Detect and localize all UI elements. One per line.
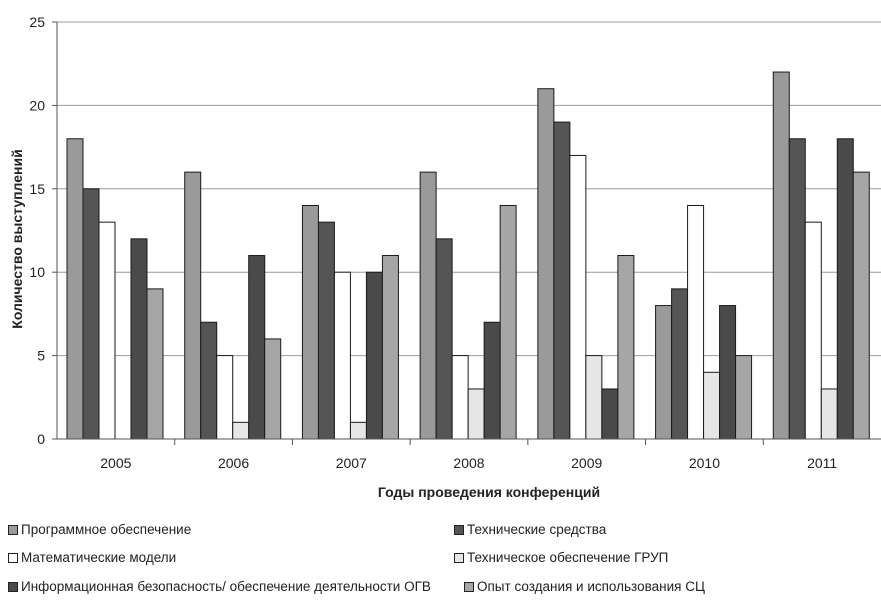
y-tick-label: 5 <box>37 348 45 364</box>
bar-техническое-обеспечение-груп-2011 <box>820 388 838 440</box>
bar-опыт-создания-и-использования-сц-2007 <box>381 255 399 440</box>
x-tick-label: 2007 <box>336 455 367 471</box>
bar-математические-модели-2010 <box>687 204 705 440</box>
bar-опыт-создания-и-использования-сц-2006 <box>264 338 282 440</box>
y-tick-label: 20 <box>29 97 45 113</box>
bar-информационная-безопасность/-обеспечение-деятельности-огв-2009 <box>601 388 619 440</box>
x-tick-label: 2010 <box>689 455 720 471</box>
bar-математические-модели-2005 <box>98 221 116 440</box>
bar-техническое-обеспечение-груп-2009 <box>585 355 603 440</box>
bar-программное-обеспечение-2007 <box>301 204 319 440</box>
legend-item: Технические средства <box>454 522 606 537</box>
bar-техническое-обеспечение-груп-2006 <box>232 421 250 440</box>
bar-программное-обеспечение-2011 <box>772 71 790 440</box>
axes <box>52 21 881 445</box>
bar-group <box>66 71 870 440</box>
bar-информационная-безопасность/-обеспечение-деятельности-огв-2005 <box>130 238 148 440</box>
legend-swatch <box>464 581 474 592</box>
bar-программное-обеспечение-2006 <box>184 171 202 440</box>
bar-программное-обеспечение-2008 <box>419 171 437 440</box>
bar-информационная-безопасность/-обеспечение-деятельности-огв-2006 <box>248 255 266 440</box>
legend-swatch <box>8 552 18 563</box>
bar-технические-средства-2007 <box>317 221 335 440</box>
bar-математические-модели-2011 <box>804 221 822 440</box>
bar-программное-обеспечение-2009 <box>537 88 555 440</box>
bar-программное-обеспечение-2005 <box>66 138 84 440</box>
legend-label: Математические модели <box>21 550 177 565</box>
y-tick-label: 15 <box>29 181 45 197</box>
x-tick-label: 2009 <box>571 455 602 471</box>
bar-математические-модели-2007 <box>333 271 351 440</box>
bar-математические-модели-2009 <box>569 154 587 440</box>
y-tick-label: 0 <box>37 431 45 447</box>
legend-item: Информационная безопасность/ обеспечение… <box>8 579 431 594</box>
legend-item: Техническое обеспечение ГРУП <box>454 550 668 565</box>
legend-swatch <box>8 581 18 592</box>
legend-item: Математические модели <box>8 550 176 565</box>
bar-технические-средства-2010 <box>671 288 689 440</box>
bar-опыт-создания-и-использования-сц-2011 <box>852 171 870 440</box>
bar-математические-модели-2006 <box>216 355 234 440</box>
bar-техническое-обеспечение-груп-2007 <box>349 421 367 440</box>
legend-label: Техническое обеспечение ГРУП <box>467 550 669 565</box>
bar-опыт-создания-и-использования-сц-2005 <box>146 288 164 440</box>
bar-техническое-обеспечение-груп-2010 <box>703 371 721 440</box>
bar-математические-модели-2008 <box>451 355 469 440</box>
legend-swatch <box>8 524 18 535</box>
bar-опыт-создания-и-использования-сц-2009 <box>617 255 635 440</box>
y-axis-title: Количество выступлений <box>9 149 25 328</box>
x-tick-labels: 2005 2006 2007 2008 2009 2010 2011 <box>100 455 837 471</box>
bar-опыт-создания-и-использования-сц-2010 <box>735 355 753 440</box>
legend-label: Опыт создания и использования СЦ <box>477 579 705 594</box>
bar-технические-средства-2011 <box>788 138 806 440</box>
legend-label: Технические средства <box>467 522 607 537</box>
bar-технические-средства-2005 <box>82 188 100 440</box>
bar-информационная-безопасность/-обеспечение-деятельности-огв-2010 <box>719 305 737 440</box>
bar-техническое-обеспечение-груп-2008 <box>467 388 485 440</box>
gridlines <box>57 21 881 357</box>
x-axis-title: Годы проведения конференций <box>378 484 600 500</box>
x-tick-label: 2011 <box>807 455 837 471</box>
bar-технические-средства-2006 <box>200 321 218 440</box>
x-tick-label: 2008 <box>453 455 484 471</box>
legend-label: Программное обеспечение <box>21 522 192 537</box>
legend-item: Программное обеспечение <box>8 522 191 537</box>
legend-label: Информационная безопасность/ обеспечение… <box>21 579 431 594</box>
bar-программное-обеспечение-2010 <box>655 305 673 440</box>
legend-item: Опыт создания и использования СЦ <box>464 579 705 594</box>
bar-опыт-создания-и-использования-сц-2008 <box>499 204 517 440</box>
legend-swatch <box>454 524 464 535</box>
bar-технические-средства-2009 <box>553 121 571 440</box>
x-tick-label: 2006 <box>218 455 249 471</box>
bar-информационная-безопасность/-обеспечение-деятельности-огв-2007 <box>365 271 383 440</box>
bar-информационная-безопасность/-обеспечение-деятельности-огв-2011 <box>836 138 854 440</box>
legend-swatch <box>454 552 464 563</box>
x-tick-label: 2005 <box>100 455 131 471</box>
bar-технические-средства-2008 <box>435 238 453 440</box>
bar-информационная-безопасность/-обеспечение-деятельности-огв-2008 <box>483 321 501 440</box>
y-tick-label: 25 <box>29 14 45 30</box>
y-tick-labels: 0 5 10 15 20 25 <box>29 14 45 447</box>
y-tick-label: 10 <box>29 264 45 280</box>
